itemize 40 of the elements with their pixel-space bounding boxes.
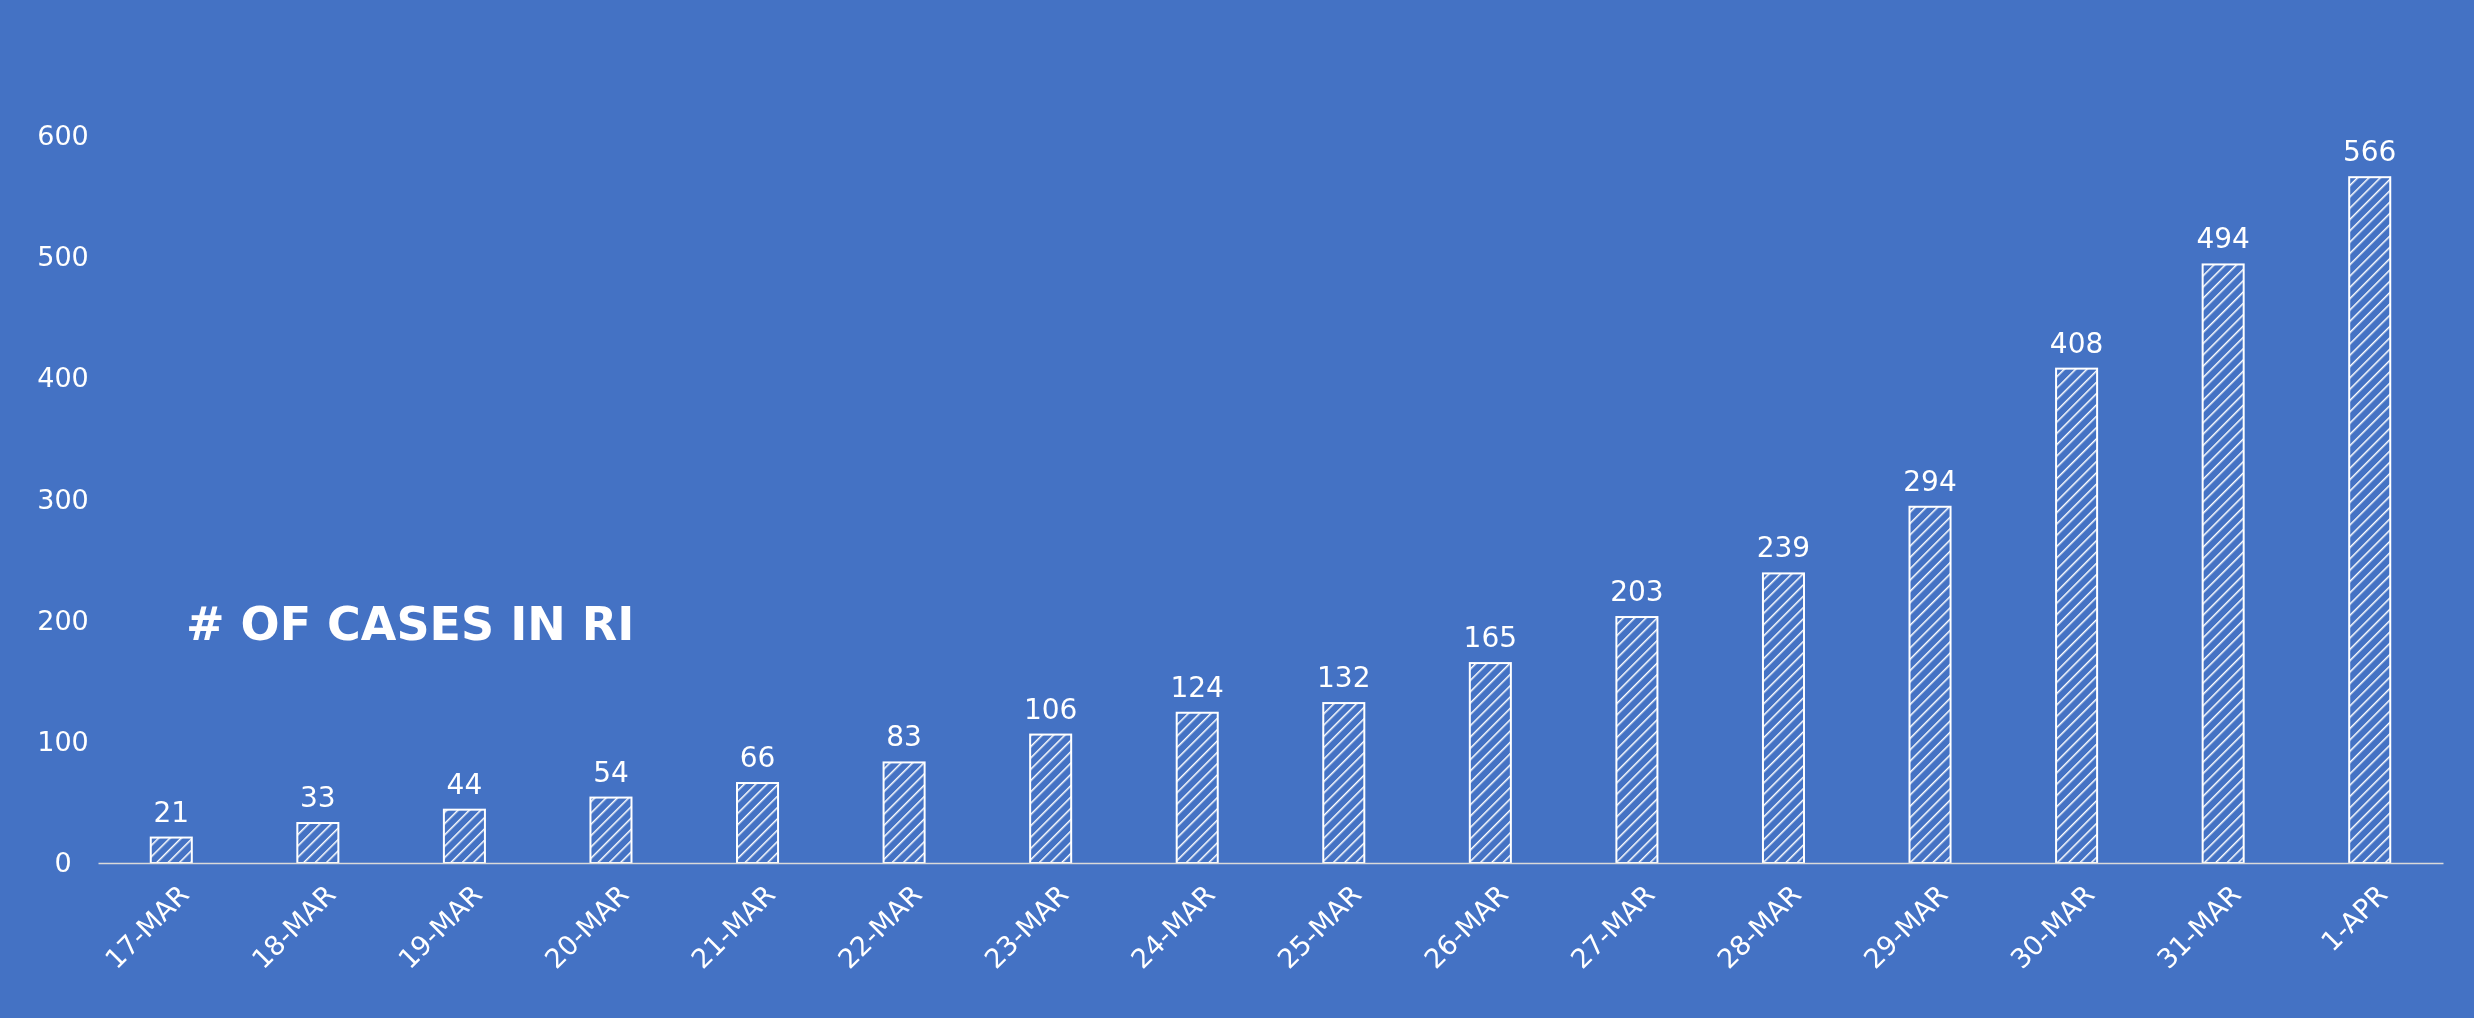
data-label: 494 — [2196, 222, 2250, 256]
data-label: 294 — [1903, 464, 1957, 498]
data-label: 54 — [593, 755, 629, 789]
data-label: 83 — [886, 720, 922, 754]
bar — [1175, 711, 1219, 864]
bar — [1029, 733, 1073, 864]
bar — [149, 836, 193, 864]
y-tick-label: 400 — [37, 362, 89, 394]
bar — [296, 822, 340, 864]
bar — [442, 808, 486, 864]
y-tick-label: 200 — [37, 604, 89, 636]
data-label: 106 — [1023, 692, 1078, 726]
bar — [1761, 572, 1805, 864]
data-label: 33 — [300, 781, 336, 815]
data-label: 21 — [153, 795, 190, 829]
bar — [589, 796, 633, 864]
bar — [2348, 176, 2392, 864]
bar — [2201, 263, 2245, 864]
data-label: 566 — [2342, 135, 2397, 169]
y-tick-label: 600 — [37, 120, 89, 152]
data-label: 132 — [1317, 661, 1371, 695]
data-label: 124 — [1170, 670, 1224, 704]
bar — [2055, 367, 2099, 864]
y-tick-label: 0 — [54, 847, 72, 879]
text: # OF CASES IN RI — [186, 597, 635, 651]
bar — [882, 761, 926, 864]
data-label: 66 — [739, 741, 776, 775]
y-tick-label: 300 — [37, 483, 89, 515]
bar — [1615, 616, 1659, 864]
bar — [1322, 702, 1366, 864]
data-label: 203 — [1610, 575, 1664, 609]
bar — [1908, 505, 1952, 864]
data-label: 239 — [1756, 531, 1811, 565]
data-label: 408 — [2049, 326, 2104, 360]
data-label: 165 — [1463, 621, 1518, 655]
bar — [736, 782, 780, 864]
bar — [1468, 662, 1512, 864]
data-label: 44 — [446, 767, 483, 801]
y-tick-label: 100 — [37, 725, 89, 757]
y-tick-label: 500 — [37, 241, 89, 273]
